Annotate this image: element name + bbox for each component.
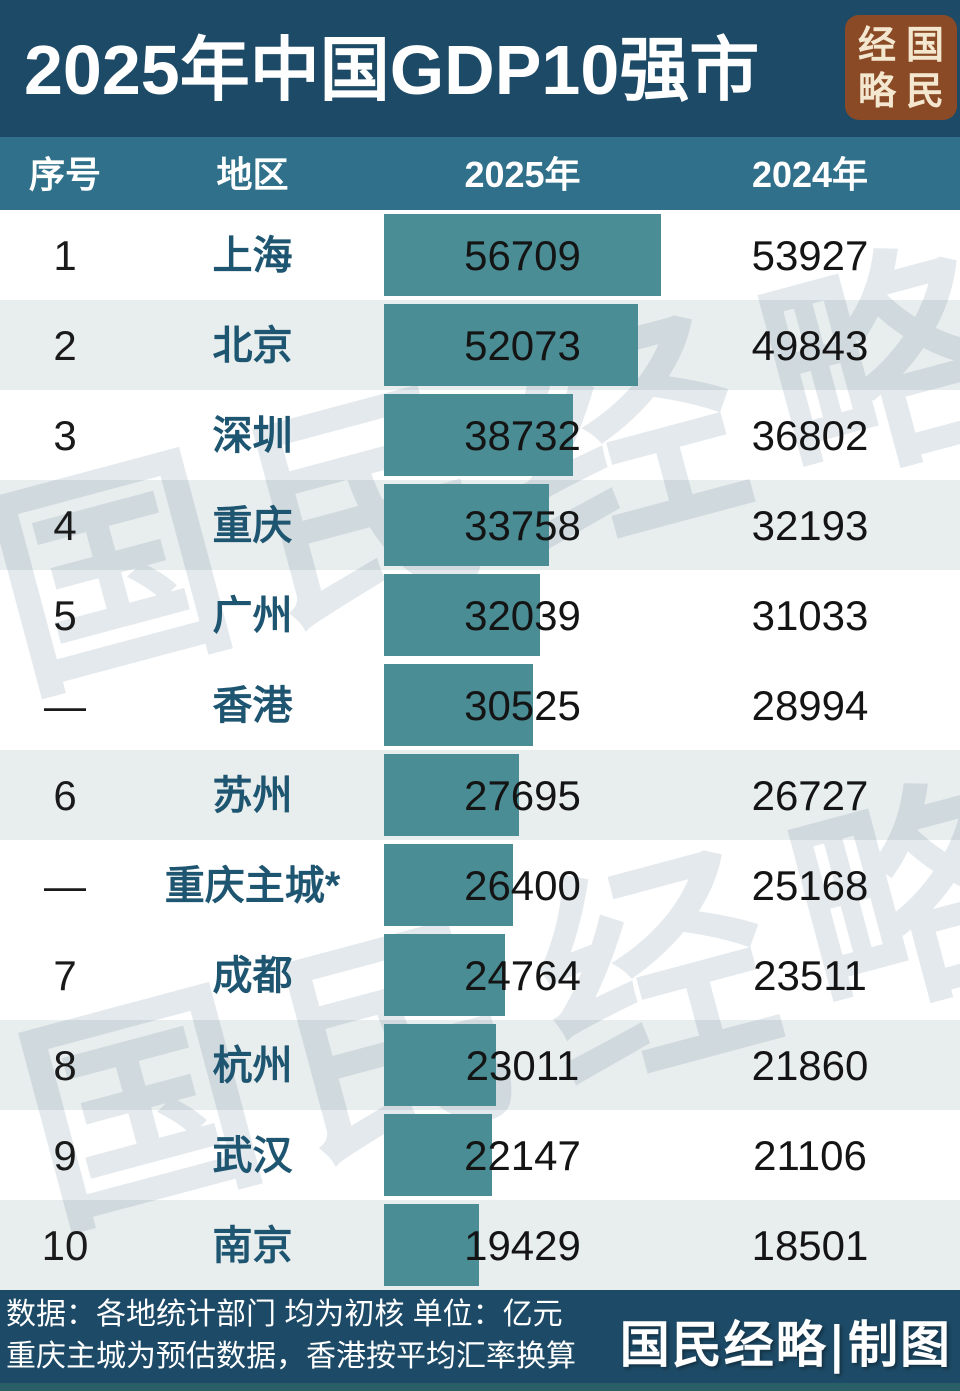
value-bar [384, 394, 573, 476]
table-row: — 重庆主城* 26400 25168 [0, 840, 960, 930]
rank-cell: — [44, 862, 86, 909]
value-2025-cell: 56709 [464, 232, 581, 279]
value-2024-cell: 23511 [753, 952, 867, 999]
table-row: 8 杭州 23011 21860 [0, 1020, 960, 1110]
value-2024-cell: 36802 [751, 412, 869, 459]
region-cell: 北京 [212, 324, 293, 368]
value-2025-cell: 33758 [464, 502, 581, 549]
value-bar [384, 214, 661, 296]
table-row: 1 上海 56709 53927 [0, 210, 960, 300]
value-2024-cell: 32193 [751, 502, 869, 549]
footer: 数据：各地统计部门 均为初核 单位：亿元 重庆主城为预估数据，香港按平均汇率换算… [0, 1290, 960, 1383]
column-header-2025: 2025年 [464, 154, 581, 195]
seal-char: 经 [857, 21, 896, 67]
table-row: 4 重庆 33758 32193 [0, 480, 960, 570]
rank-cell: 10 [41, 1222, 89, 1269]
value-2024-cell: 21106 [753, 1132, 867, 1179]
region-cell: 苏州 [212, 774, 293, 818]
value-bar [384, 934, 505, 1016]
value-2025-cell: 23011 [465, 1042, 580, 1089]
value-2025-cell: 27695 [464, 772, 581, 819]
column-header-rank: 序号 [28, 154, 101, 195]
value-2024-cell: 21860 [751, 1042, 869, 1089]
rank-cell: 3 [53, 412, 77, 459]
value-2024-cell: 26727 [751, 772, 869, 819]
seal-char: 民 [905, 67, 944, 113]
table-row: 5 广州 32039 31033 [0, 570, 960, 660]
value-2025-cell: 32039 [464, 592, 581, 639]
value-bar [384, 1024, 496, 1106]
rank-cell: 2 [53, 322, 77, 369]
footer-note-line2: 重庆主城为预估数据，香港按平均汇率换算 [6, 1340, 576, 1373]
rank-cell: 5 [53, 592, 77, 639]
table-row: 6 苏州 27695 26727 [0, 750, 960, 840]
bottom-strip [0, 1383, 960, 1391]
column-header-region: 地区 [216, 154, 289, 195]
table-row: 2 北京 52073 49843 [0, 300, 960, 390]
value-bar [384, 664, 533, 746]
page-title: 2025年中国GDP10强市 [24, 31, 760, 109]
value-bar [384, 484, 549, 566]
region-cell: 重庆主城* [164, 864, 341, 908]
table-column-header: 序号 地区 2025年 2024年 [0, 137, 960, 210]
table-row: 7 成都 24764 23511 [0, 930, 960, 1020]
value-2024-cell: 31033 [751, 592, 869, 639]
value-2024-cell: 49843 [751, 322, 869, 369]
rank-cell: 1 [53, 232, 77, 279]
column-header-2024: 2024年 [751, 154, 869, 195]
region-cell: 广州 [212, 594, 293, 638]
value-2024-cell: 18501 [751, 1222, 869, 1269]
region-cell: 南京 [212, 1224, 293, 1268]
region-cell: 成都 [212, 954, 293, 998]
value-bar [384, 1114, 492, 1196]
region-cell: 上海 [212, 234, 293, 278]
value-bar [384, 754, 519, 836]
table-row: — 香港 30525 28994 [0, 660, 960, 750]
rank-cell: 6 [53, 772, 77, 819]
region-cell: 武汉 [212, 1134, 293, 1178]
value-2024-cell: 25168 [751, 862, 869, 909]
seal-char: 国 [905, 21, 944, 67]
value-2025-cell: 22147 [464, 1132, 581, 1179]
value-2024-cell: 28994 [751, 682, 869, 729]
footer-brand: 国民经略|制图 [619, 1315, 952, 1374]
rank-cell: 8 [53, 1042, 77, 1089]
value-2025-cell: 30525 [464, 682, 581, 729]
value-bar [384, 574, 540, 656]
brand-seal: 经 国 略 民 [845, 15, 957, 120]
seal-char: 略 [857, 67, 896, 113]
table-body: 国民经略 国民经略 1 上海 56709 53927 2 北京 52073 49… [0, 210, 960, 1290]
value-2025-cell: 52073 [464, 322, 581, 369]
region-cell: 杭州 [212, 1044, 293, 1088]
rank-cell: 7 [53, 952, 77, 999]
value-bar [384, 1204, 479, 1286]
rank-cell: 9 [53, 1132, 77, 1179]
region-cell: 重庆 [212, 504, 293, 548]
value-bar [384, 304, 638, 386]
table-row: 9 武汉 22147 21106 [0, 1110, 960, 1200]
value-bar [384, 844, 513, 926]
value-2025-cell: 26400 [464, 862, 581, 909]
value-2025-cell: 38732 [464, 412, 581, 459]
rank-cell: 4 [53, 502, 77, 549]
footer-notes: 数据：各地统计部门 均为初核 单位：亿元 重庆主城为预估数据，香港按平均汇率换算 [6, 1294, 576, 1378]
rank-cell: — [44, 682, 86, 729]
table-row: 3 深圳 38732 36802 [0, 390, 960, 480]
region-cell: 深圳 [212, 414, 293, 458]
value-2025-cell: 24764 [464, 952, 581, 999]
value-2024-cell: 53927 [751, 232, 869, 279]
value-2025-cell: 19429 [464, 1222, 581, 1269]
header: 2025年中国GDP10强市 经 国 略 民 [0, 0, 960, 137]
table-row: 10 南京 19429 18501 [0, 1200, 960, 1290]
region-cell: 香港 [212, 684, 293, 728]
footer-note-line1: 数据：各地统计部门 均为初核 单位：亿元 [6, 1298, 563, 1331]
